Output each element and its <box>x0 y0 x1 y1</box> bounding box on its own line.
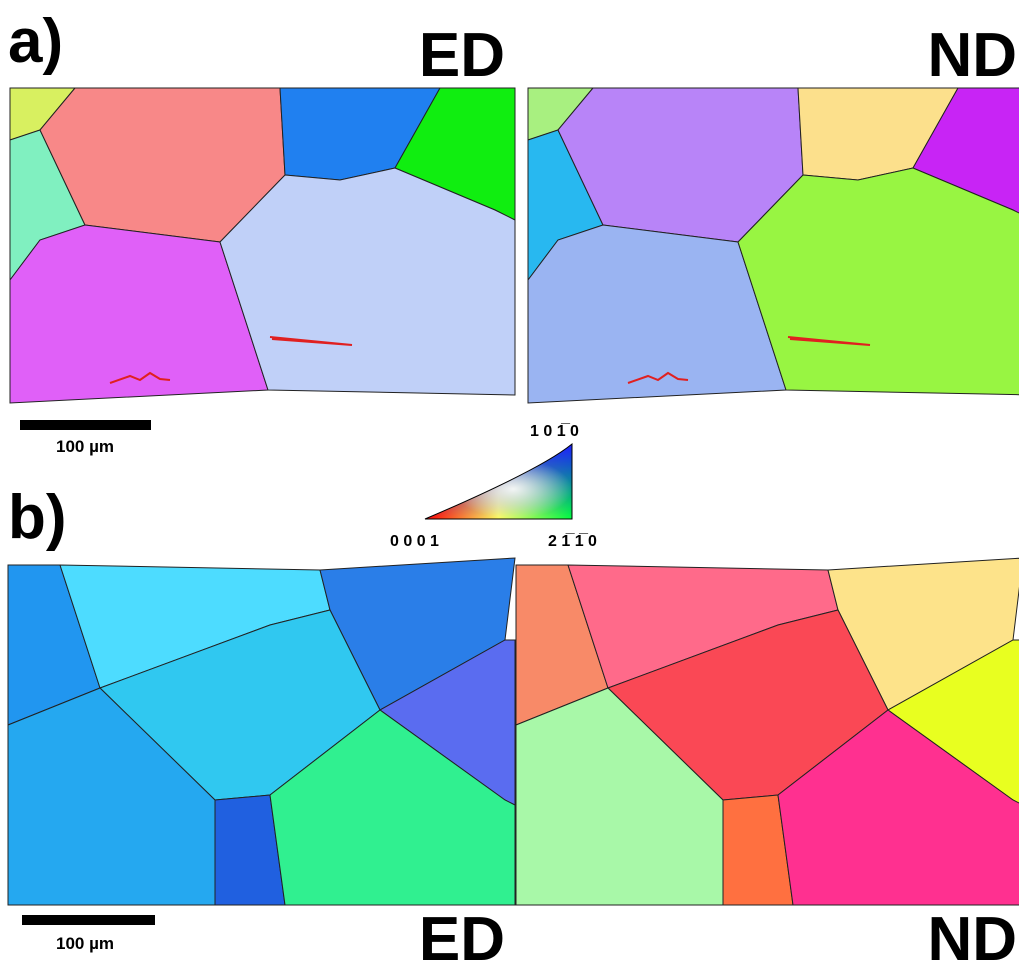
key-label: 0 0 0 1 <box>390 533 439 550</box>
direction-label: ED <box>419 905 505 965</box>
figure: a) ED ND 100 µm b) ED ND 100 µm 1 0 1̅ 0… <box>0 0 1019 965</box>
key-triangle-outline <box>425 444 572 519</box>
color-key: 1 0 1̅ 0 0 0 0 1 2 1̅ 1̅ 0 <box>390 422 597 550</box>
direction-label: ED <box>419 21 505 90</box>
grain <box>220 168 515 395</box>
scale-bar <box>20 420 151 430</box>
scale-bar-label: 100 µm <box>56 934 114 953</box>
grain <box>738 168 1019 395</box>
key-label: 1 0 1̅ 0 <box>530 422 579 440</box>
panel-label: a) <box>8 7 63 76</box>
direction-label: ND <box>927 21 1017 90</box>
page: a) ED ND 100 µm b) ED ND 100 µm 1 0 1̅ 0… <box>0 0 1019 965</box>
scale-bar <box>22 915 155 925</box>
panel-label: b) <box>8 483 67 552</box>
key-label: 2 1̅ 1̅ 0 <box>548 532 597 550</box>
direction-label: ND <box>927 905 1017 965</box>
scale-bar-label: 100 µm <box>56 437 114 456</box>
